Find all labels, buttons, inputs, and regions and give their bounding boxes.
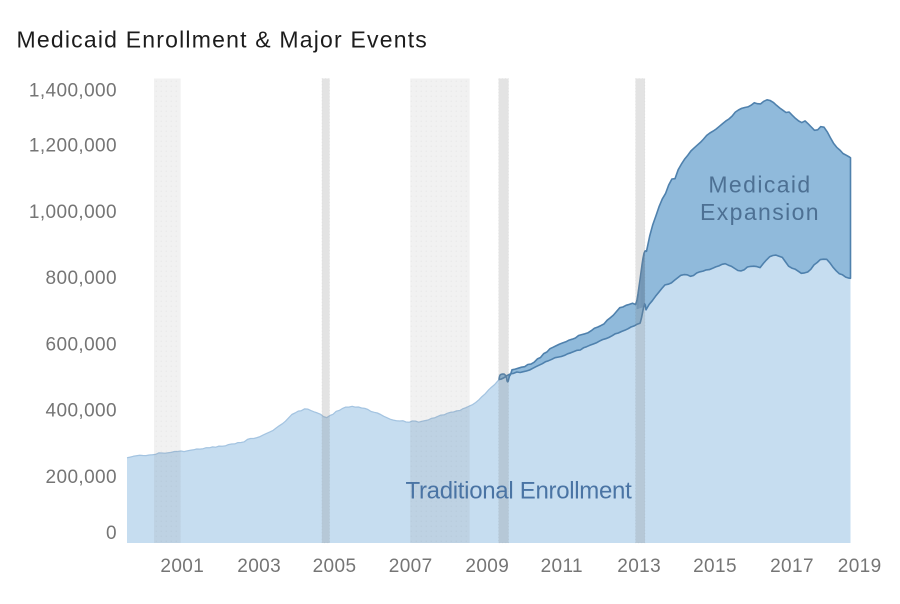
svg-text:Medicaid Enrollment & Major Ev: Medicaid Enrollment & Major Events: [17, 27, 429, 53]
svg-text:Expansion: Expansion: [700, 199, 820, 225]
svg-text:2013: 2013: [617, 556, 661, 577]
svg-text:0: 0: [106, 523, 117, 544]
svg-text:2019: 2019: [838, 556, 882, 577]
svg-text:2015: 2015: [693, 556, 737, 577]
svg-text:Traditional Enrollment: Traditional Enrollment: [406, 477, 633, 504]
svg-text:200,000: 200,000: [46, 467, 117, 488]
svg-text:2005: 2005: [313, 556, 357, 577]
svg-text:2017: 2017: [770, 556, 814, 577]
svg-text:1,400,000: 1,400,000: [29, 81, 117, 102]
svg-text:Medicaid: Medicaid: [708, 172, 811, 198]
svg-text:2007: 2007: [389, 556, 433, 577]
svg-text:2011: 2011: [541, 556, 583, 577]
svg-text:400,000: 400,000: [46, 401, 117, 422]
svg-text:2003: 2003: [237, 556, 281, 577]
svg-text:1,000,000: 1,000,000: [29, 202, 117, 223]
svg-text:800,000: 800,000: [46, 268, 117, 289]
svg-text:2001: 2001: [160, 556, 204, 577]
svg-text:1,200,000: 1,200,000: [29, 136, 117, 157]
svg-text:2009: 2009: [465, 556, 509, 577]
svg-text:600,000: 600,000: [46, 334, 117, 355]
